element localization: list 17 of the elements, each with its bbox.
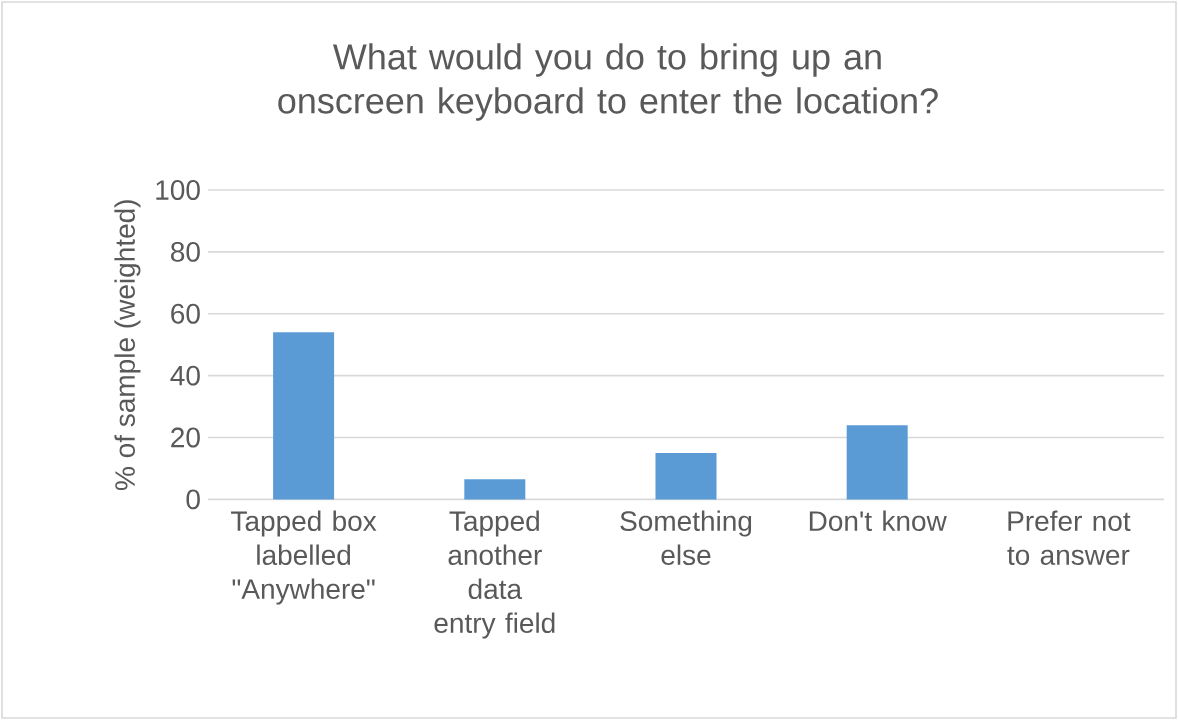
x-tick-label: Tapped box labelled "Anywhere" xyxy=(231,510,377,605)
x-tick-label: Tapped another data entry field xyxy=(434,510,555,639)
chart-title: What would you do to bring up an onscreen keyboard to enter the location? xyxy=(278,43,938,121)
y-tick-label: 0 xyxy=(186,489,200,510)
y-tick-label: 40 xyxy=(170,365,200,386)
y-tick-label: 60 xyxy=(171,303,200,324)
x-tick-label: Something else xyxy=(620,510,752,566)
x-tick-label: Prefer not to answer xyxy=(1007,510,1131,566)
bar xyxy=(655,452,717,500)
bar xyxy=(464,479,526,500)
bar xyxy=(846,425,908,500)
y-tick-label: 20 xyxy=(171,427,200,448)
x-tick-label: Don't know xyxy=(809,510,947,532)
y-axis-title: % of sample (weighted) xyxy=(114,200,141,490)
y-tick-label: 80 xyxy=(171,241,200,262)
y-tick-label: 100 xyxy=(156,180,200,200)
bar xyxy=(273,332,335,500)
